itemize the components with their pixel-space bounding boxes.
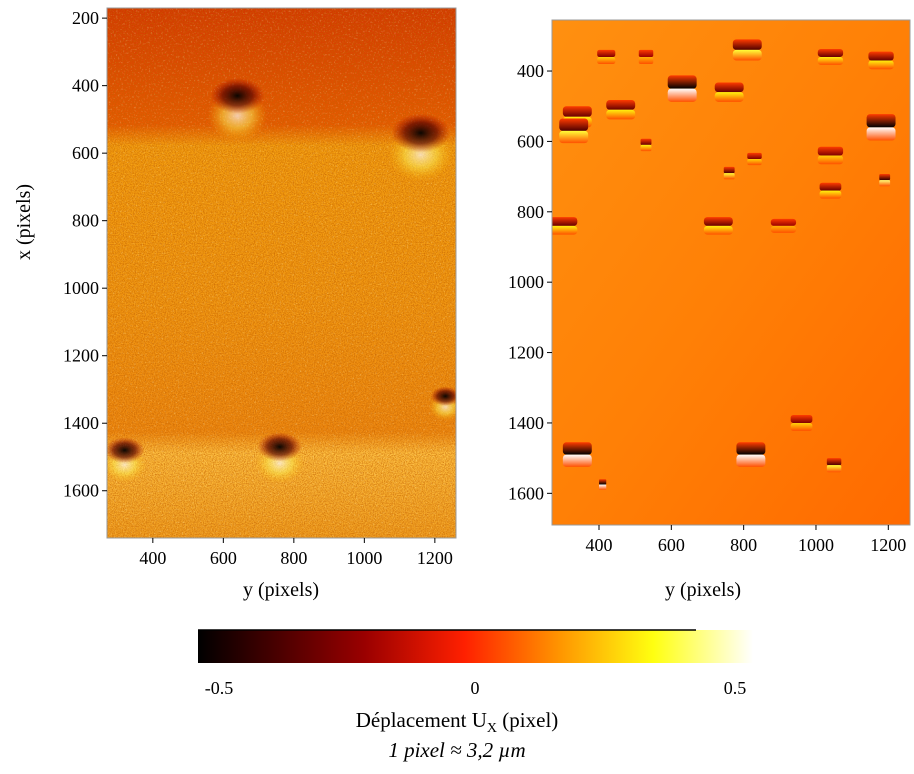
dipole-negative-lobe <box>667 75 697 89</box>
dark-spot <box>210 77 265 114</box>
dipole-negative-lobe <box>562 106 592 117</box>
left-plot-frame <box>106 7 457 539</box>
dark-spot <box>391 113 451 153</box>
dipole-negative-lobe <box>714 82 744 93</box>
dipole-positive-lobe <box>714 92 744 102</box>
dipole-positive-lobe <box>599 484 607 490</box>
colorbar-title: Déplacement UX (pixel) <box>0 708 914 737</box>
x-tick-label: 400 <box>139 548 166 568</box>
y-tick-label: 800 <box>517 202 544 222</box>
x-tick-label: 600 <box>210 548 237 568</box>
colorbar-mid-label: 0 <box>471 678 480 698</box>
dipole-positive-lobe <box>732 49 762 61</box>
dipole-positive-lobe <box>819 190 842 199</box>
dipole-positive-lobe <box>723 173 735 180</box>
y-tick-label: 1200 <box>63 346 99 366</box>
dipole-negative-lobe <box>868 51 894 61</box>
dipole-negative-lobe <box>879 173 891 181</box>
dipole-positive-lobe <box>826 465 842 473</box>
dipole-negative-lobe <box>597 49 616 57</box>
dipole-positive-lobe <box>817 56 844 65</box>
left-heatmap-panel: 400 600 800 1000 1200 200 400 600 800 1000 1200 14… <box>13 7 457 601</box>
dipole-positive-lobe <box>736 454 766 467</box>
y-tick-label: 400 <box>72 76 99 96</box>
dipole-negative-lobe <box>732 39 762 50</box>
y-tick-label: 600 <box>72 143 99 163</box>
dipole-positive-lobe <box>770 225 797 233</box>
dipole-negative-lobe <box>817 49 844 57</box>
dipole-positive-lobe <box>667 88 697 102</box>
y-tick-label: 1600 <box>63 481 99 501</box>
dipole-negative-lobe <box>562 442 592 455</box>
colorbar-title-main: Déplacement U <box>355 708 487 732</box>
dipole-positive-lobe <box>562 454 592 467</box>
dipole-positive-lobe <box>638 56 654 64</box>
dipole-positive-lobe <box>703 225 733 235</box>
x-tick-label: 600 <box>658 535 685 555</box>
x-tick-label: 800 <box>280 548 307 568</box>
dipole-negative-lobe <box>819 182 842 191</box>
x-tick-label: 800 <box>730 535 757 555</box>
dark-spot <box>430 386 456 406</box>
dipole-negative-lobe <box>736 442 766 455</box>
dipole-positive-lobe <box>866 127 896 141</box>
dipole-negative-lobe <box>826 458 842 466</box>
dipole-positive-lobe <box>606 109 636 120</box>
y-tick-label: 200 <box>72 8 99 28</box>
x-tick-label: 1200 <box>417 548 453 568</box>
dipole-positive-lobe <box>559 130 589 144</box>
dipole-positive-lobe <box>790 422 813 431</box>
colorbar-title-unit: (pixel) <box>497 708 559 732</box>
dipole-negative-lobe <box>817 146 844 156</box>
dipole-negative-lobe <box>770 218 797 226</box>
right-plot-frame <box>551 19 911 526</box>
left-x-axis-label: y (pixels) <box>243 579 319 601</box>
dipole-positive-lobe <box>868 60 894 70</box>
y-tick-label: 400 <box>517 61 544 81</box>
dipole-negative-lobe <box>606 100 636 110</box>
dipole-negative-lobe <box>723 166 735 174</box>
dipole-negative-lobe <box>599 479 607 485</box>
y-tick-label: 1600 <box>508 483 544 503</box>
dipole-positive-lobe <box>879 180 891 187</box>
dipole-negative-lobe <box>703 217 733 226</box>
dipole-positive-lobe <box>597 56 616 64</box>
dark-spot <box>107 437 145 464</box>
colorbar-max-label: 0.5 <box>724 678 747 698</box>
dipole-negative-lobe <box>638 49 654 57</box>
dipole-negative-lobe <box>559 118 589 131</box>
y-tick-label: 1400 <box>508 413 544 433</box>
y-tick-label: 1000 <box>508 272 544 292</box>
pixel-scale-note: 1 pixel ≈ 3,2 µm <box>388 738 526 762</box>
dipole-positive-lobe <box>552 225 578 235</box>
x-tick-label: 1000 <box>798 535 834 555</box>
y-tick-label: 1000 <box>63 278 99 298</box>
right-heatmap-panel: 400 600 800 1000 1200 400 600 800 1000 1200 1400 1… <box>508 19 911 601</box>
y-tick-label: 1200 <box>508 343 544 363</box>
dipole-negative-lobe <box>552 217 578 226</box>
x-tick-label: 400 <box>586 535 613 555</box>
right-x-axis-label: y (pixels) <box>665 579 741 601</box>
x-tick-label: 1200 <box>870 535 906 555</box>
colorbar-gradient <box>198 630 753 663</box>
dipole-positive-lobe <box>747 159 762 166</box>
dark-spot <box>257 432 302 462</box>
colorbar: -0.5 0 0.5 <box>198 629 753 698</box>
dipole-negative-lobe <box>747 152 762 160</box>
left-y-axis-label: x (pixels) <box>13 184 35 260</box>
dipole-negative-lobe <box>790 415 813 423</box>
y-tick-label: 1400 <box>63 413 99 433</box>
x-tick-label: 1000 <box>346 548 382 568</box>
dipole-positive-lobe <box>640 144 652 152</box>
y-tick-label: 600 <box>517 131 544 151</box>
y-tick-label: 800 <box>72 211 99 231</box>
colorbar-title-subscript: X <box>486 721 498 737</box>
colorbar-min-label: -0.5 <box>205 678 234 698</box>
dipole-negative-lobe <box>640 138 652 145</box>
dipole-positive-lobe <box>817 155 844 165</box>
dipole-negative-lobe <box>866 114 896 128</box>
